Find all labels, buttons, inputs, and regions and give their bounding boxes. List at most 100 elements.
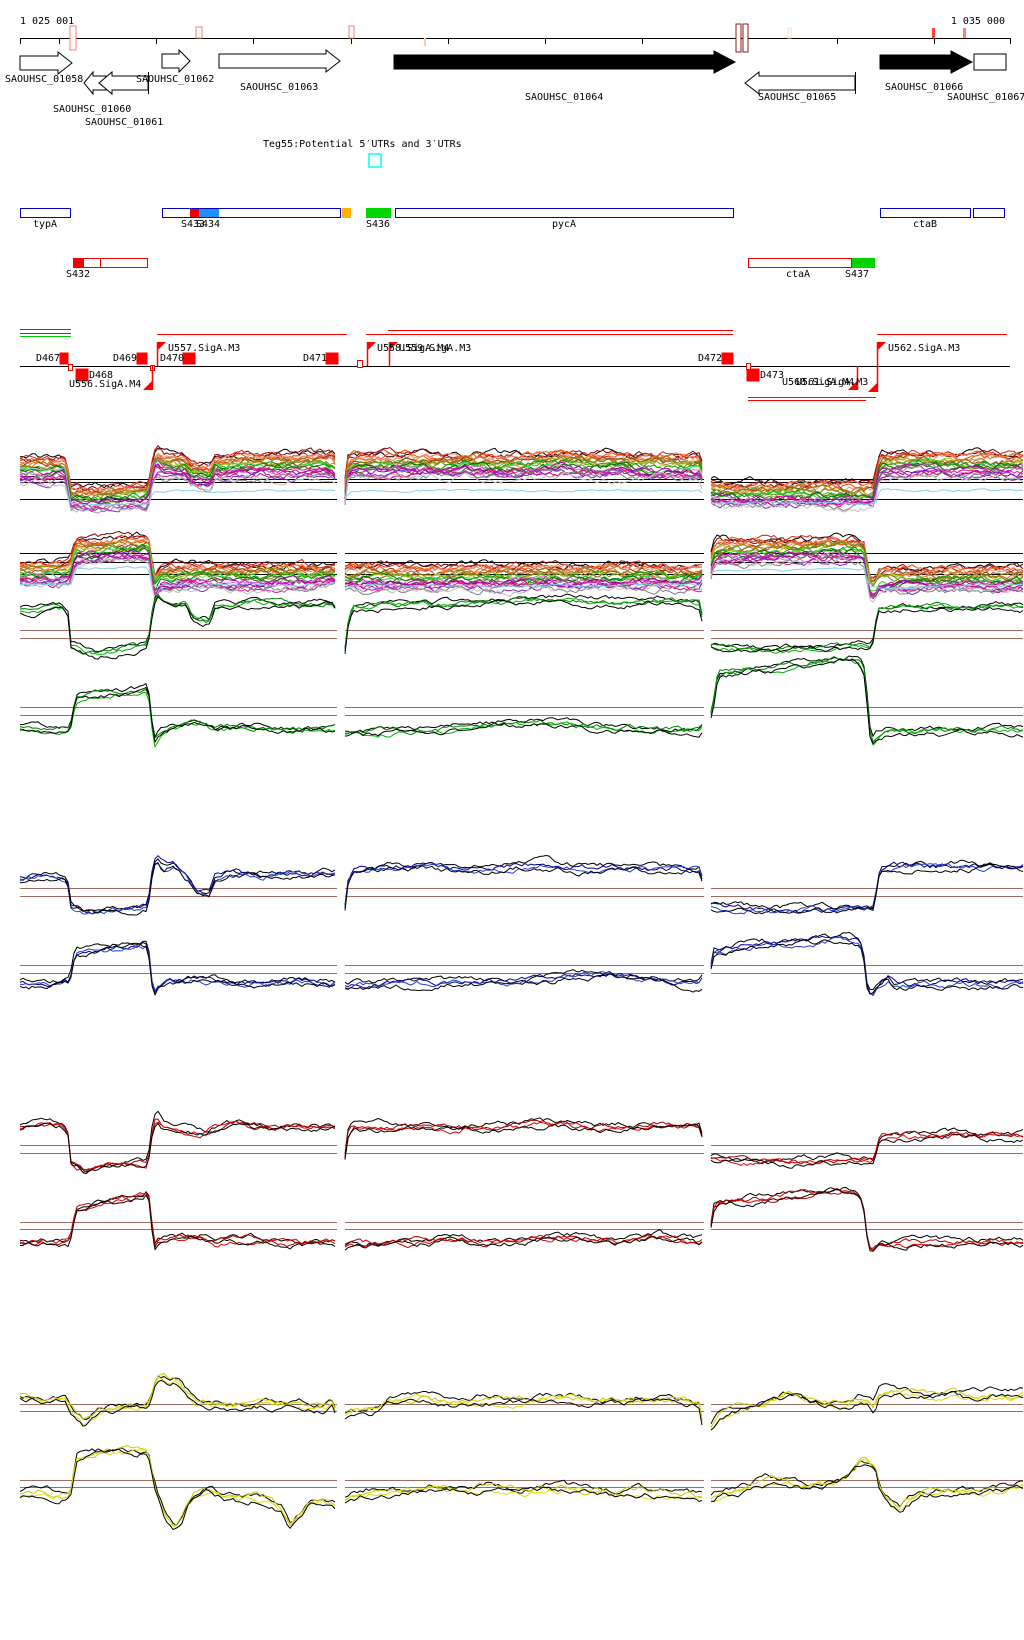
annotation-notch	[746, 363, 751, 370]
transcript-ctaB-box[interactable]	[880, 208, 971, 218]
annotation-box-D472[interactable]	[721, 352, 734, 365]
signal-series	[344, 597, 703, 651]
transcript-label: S433	[181, 219, 205, 230]
transcript-ctaA-box[interactable]	[748, 258, 852, 268]
ruler-feature-marker[interactable]	[742, 23, 749, 53]
utr-legend-swatch	[368, 153, 382, 168]
gene-arrow-SAOUHSC_01062[interactable]	[161, 48, 191, 74]
ruler-feature-marker[interactable]	[787, 27, 792, 39]
promoter-flag-down[interactable]	[848, 381, 857, 390]
signal-series	[710, 1188, 1024, 1252]
transcript-gold-block[interactable]	[342, 208, 351, 218]
annotation-label: U559.SigA.M3	[399, 343, 471, 354]
signal-series	[710, 1391, 1024, 1432]
signal-series	[344, 449, 703, 482]
signal-series	[19, 945, 336, 992]
signal-series	[710, 456, 1024, 497]
signal-series	[19, 1120, 336, 1173]
transcript-typA-operon-5utr[interactable]	[162, 208, 341, 218]
gene-label: SAOUHSC_01066	[885, 82, 963, 93]
promoter-flag-up[interactable]	[877, 342, 886, 351]
annotation-label: U560.SigA.M4	[782, 377, 854, 388]
annotation-label: U556.SigA.M4	[69, 379, 141, 390]
signal-series	[19, 558, 336, 600]
transcript-label: ctaA	[786, 269, 810, 280]
signal-series	[710, 1464, 1024, 1513]
signal-series	[19, 1122, 336, 1175]
ruler-feature-marker[interactable]	[195, 26, 203, 39]
ruler-feature-marker[interactable]	[424, 38, 426, 46]
signal-series	[710, 1133, 1024, 1166]
transcript-S432-box[interactable]	[73, 258, 148, 268]
signal-series	[344, 596, 703, 648]
promoter-flag-up[interactable]	[157, 342, 166, 351]
transcript-segment[interactable]	[199, 208, 219, 218]
transcript-ctaB-box2[interactable]	[973, 208, 1005, 218]
signal-series	[710, 1458, 1024, 1511]
annotation-box-D473[interactable]	[746, 368, 760, 382]
annotation-label: D471	[303, 353, 327, 364]
ruler-feature-marker[interactable]	[735, 23, 742, 53]
signal-series	[19, 566, 336, 588]
signal-series	[710, 1387, 1024, 1428]
transcript-S437-box[interactable]	[852, 258, 875, 268]
transcript-typA-box[interactable]	[20, 208, 71, 218]
annotation-box-D471[interactable]	[325, 352, 339, 365]
signal-series	[344, 862, 703, 909]
gene-arrow-SAOUHSC_01067[interactable]	[973, 53, 1007, 71]
signal-series	[19, 688, 336, 739]
promoter-flag-down[interactable]	[868, 383, 877, 392]
signal-series	[710, 1127, 1024, 1165]
signal-series	[344, 559, 703, 571]
gene-label: SAOUHSC_01062	[136, 74, 214, 85]
gene-label: SAOUHSC_01060	[53, 104, 131, 115]
signal-series	[710, 939, 1024, 995]
signal-series	[19, 1110, 336, 1173]
signal-series	[19, 472, 336, 513]
transcript-label: ctaB	[913, 219, 937, 230]
signal-series	[344, 1119, 703, 1157]
signal-series	[710, 1459, 1024, 1508]
signal-series	[710, 473, 1024, 513]
gene-label: SAOUHSC_01064	[525, 92, 603, 103]
signal-series	[344, 1236, 703, 1251]
signal-series	[344, 571, 703, 587]
signal-series	[344, 855, 703, 906]
gene-arrow-SAOUHSC_01058[interactable]	[19, 50, 73, 76]
signal-series	[710, 603, 1024, 654]
annotation-box-D468[interactable]	[75, 368, 89, 382]
gene-arrow-SAOUHSC_01064[interactable]	[393, 50, 737, 74]
ruler-feature-marker[interactable]	[932, 28, 935, 38]
signal-series	[344, 567, 703, 580]
ruler-feature-marker[interactable]	[963, 28, 966, 38]
annotation-box-D467[interactable]	[59, 352, 69, 365]
signal-series	[710, 453, 1024, 495]
promoter-flag-up[interactable]	[367, 342, 376, 351]
signal-series	[344, 583, 703, 597]
signal-series	[344, 1393, 703, 1422]
gene-arrow-SAOUHSC_01065[interactable]	[744, 70, 856, 96]
gene-arrow-SAOUHSC_01063[interactable]	[218, 48, 341, 74]
gene-arrow-SAOUHSC_01066[interactable]	[879, 50, 974, 74]
transcript-S436-box[interactable]	[366, 208, 391, 218]
gene-arrow-SAOUHSC_01061[interactable]	[98, 70, 149, 96]
annotation-box-D469[interactable]	[136, 352, 148, 365]
ruler-feature-marker[interactable]	[69, 25, 77, 51]
annotation-label: D472	[698, 353, 722, 364]
signal-series	[19, 463, 336, 504]
signal-series	[710, 1133, 1024, 1169]
transcript-segment[interactable]	[73, 258, 84, 268]
transcript-segment[interactable]	[190, 208, 199, 218]
signal-series	[19, 1373, 336, 1420]
transcript-label: typA	[33, 219, 57, 230]
ruler-feature-marker[interactable]	[348, 25, 355, 39]
transcript-pycA-box[interactable]	[395, 208, 734, 218]
annotation-box-D470[interactable]	[182, 352, 196, 365]
promoter-flag-up[interactable]	[389, 342, 398, 351]
signal-series	[710, 488, 1024, 506]
promoter-flag-down[interactable]	[143, 381, 152, 390]
gene-arrow-SAOUHSC_01060[interactable]	[83, 70, 107, 96]
signal-series	[344, 471, 703, 503]
